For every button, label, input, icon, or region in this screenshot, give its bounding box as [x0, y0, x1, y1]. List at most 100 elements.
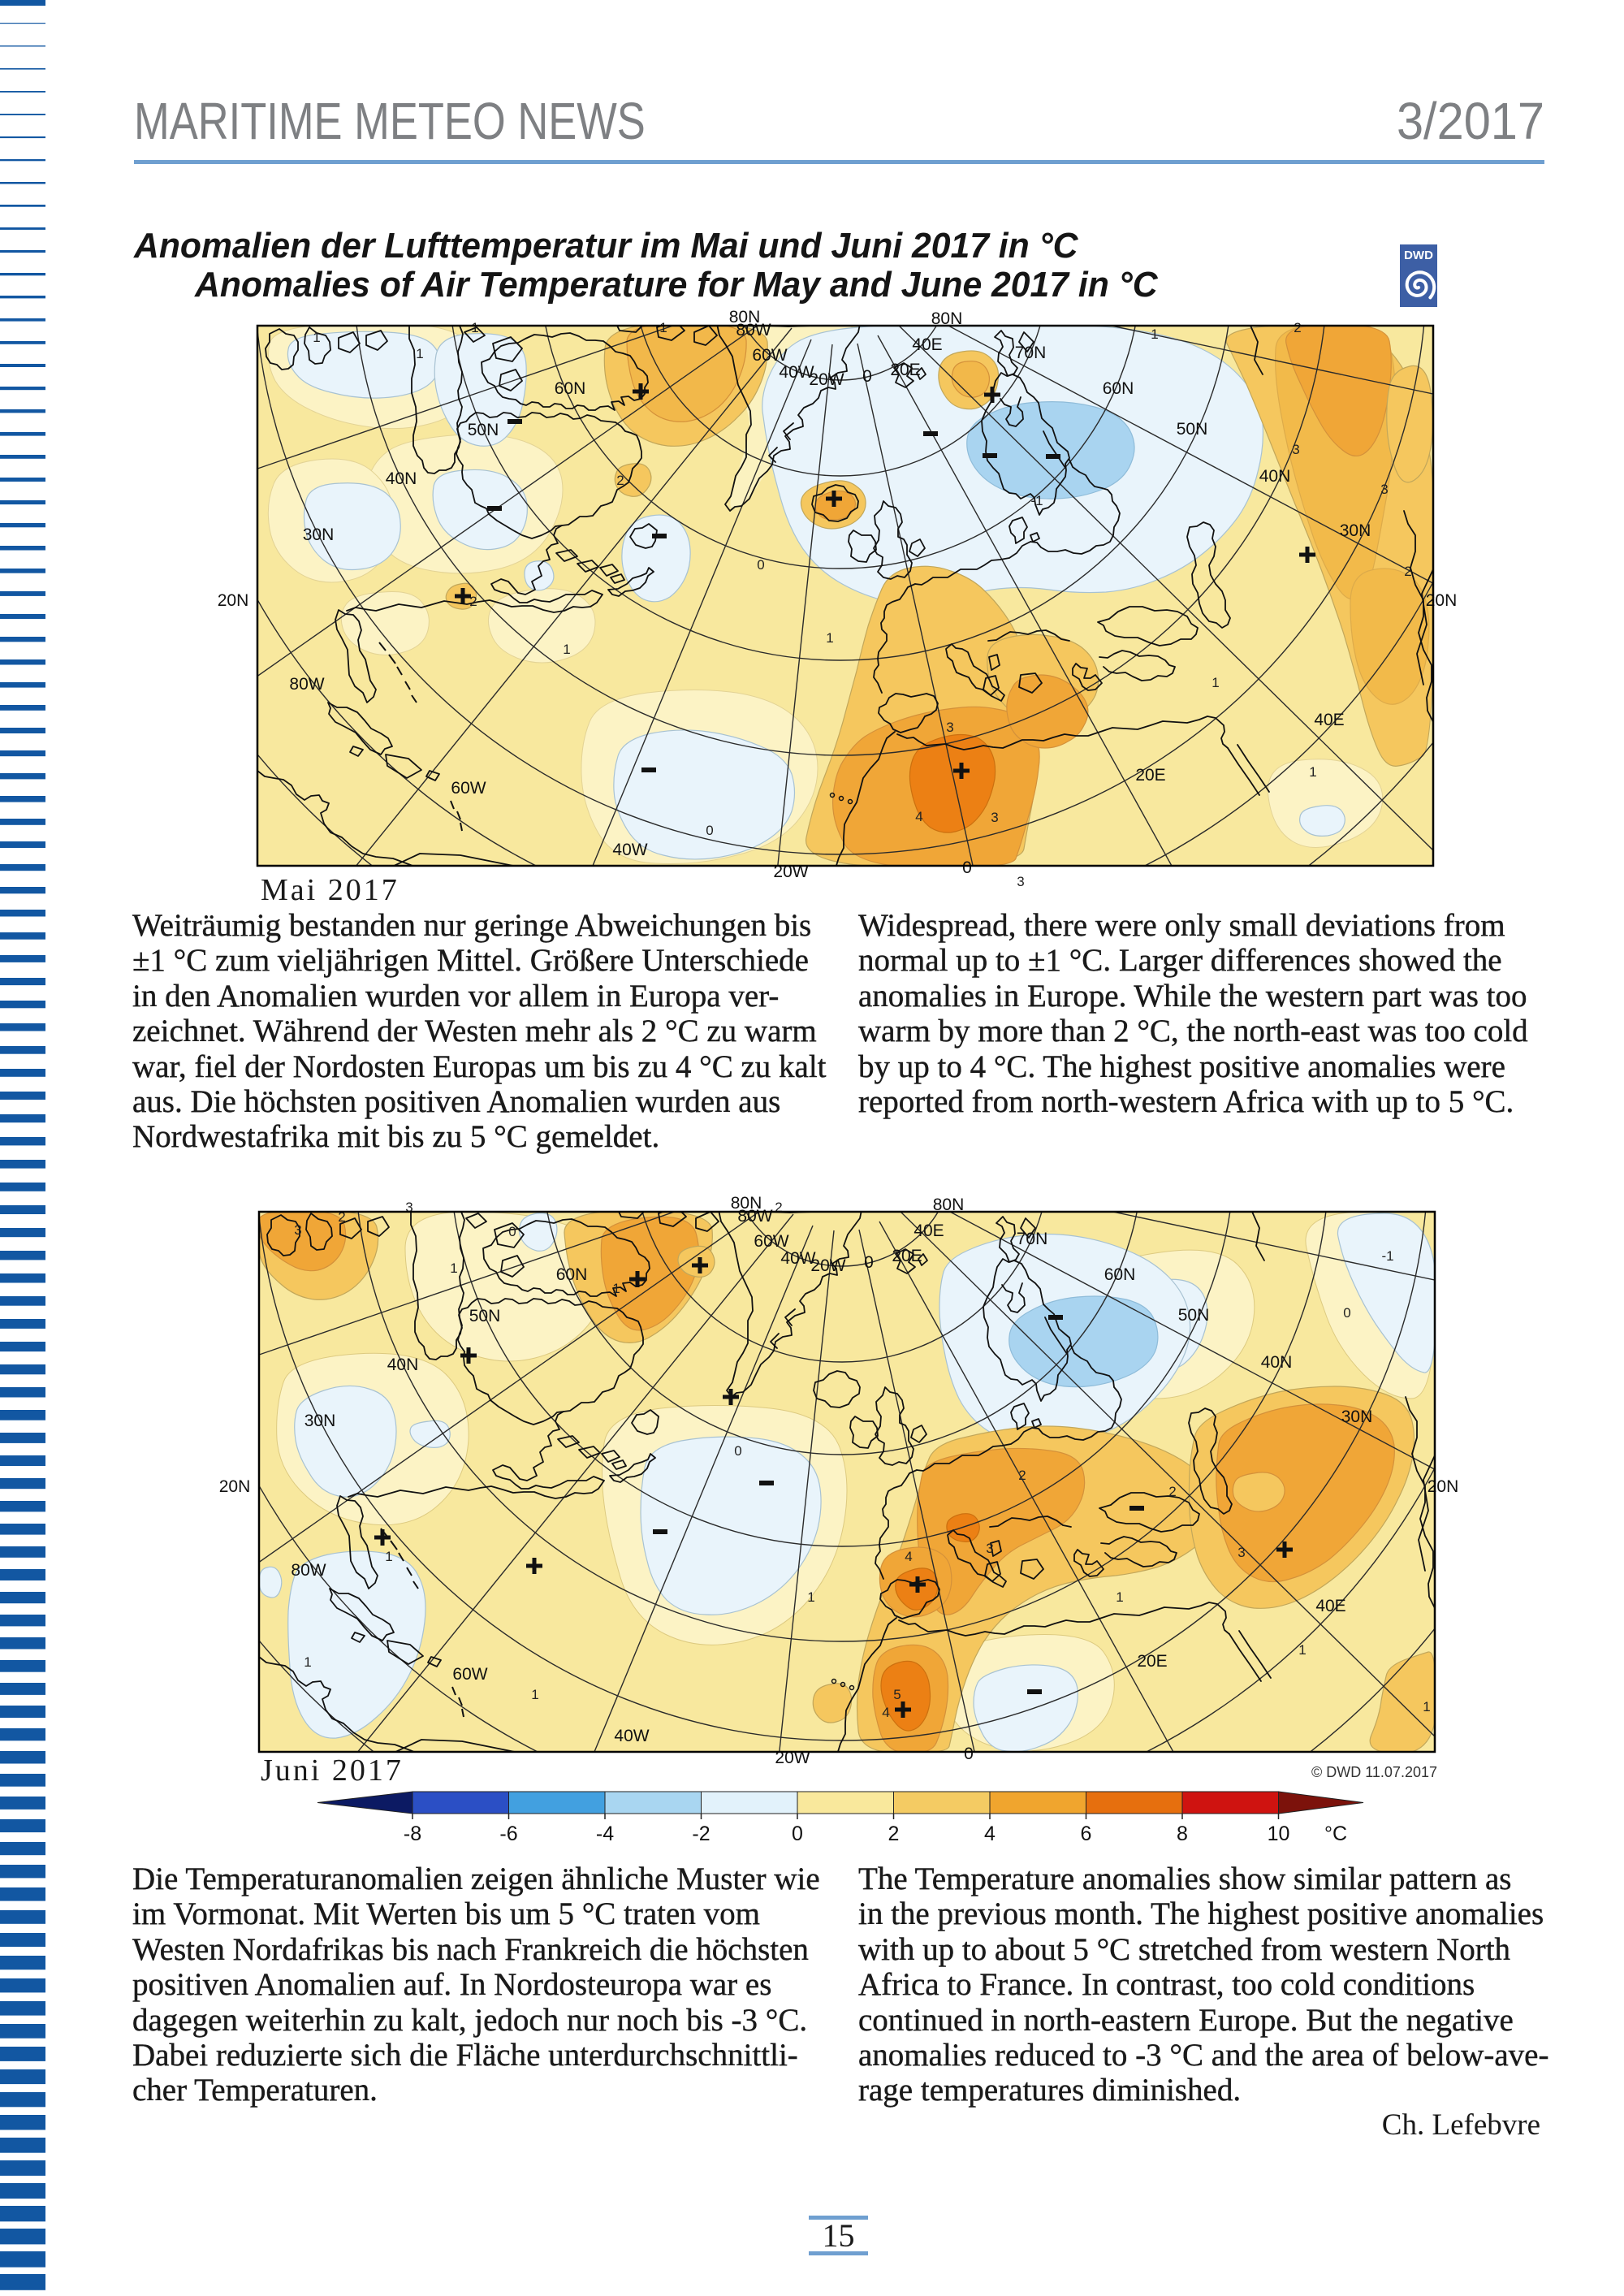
svg-text:3: 3	[991, 810, 998, 825]
svg-text:40N: 40N	[1261, 1353, 1293, 1372]
svg-text:2: 2	[1294, 320, 1301, 335]
svg-text:30N: 30N	[304, 1412, 336, 1430]
svg-text:4: 4	[984, 1823, 996, 1845]
svg-text:1: 1	[385, 1549, 392, 1564]
svg-text:0: 0	[862, 367, 872, 386]
svg-text:60N: 60N	[556, 1265, 588, 1284]
svg-text:4: 4	[882, 1705, 889, 1720]
svg-text:40E: 40E	[1315, 1597, 1345, 1615]
svg-text:3: 3	[1380, 482, 1388, 497]
svg-text:1: 1	[416, 346, 423, 361]
svg-text:-1: -1	[1381, 1248, 1393, 1264]
svg-text:1: 1	[826, 630, 833, 646]
svg-text:3: 3	[1237, 1545, 1245, 1560]
svg-text:0: 0	[864, 1253, 874, 1272]
svg-text:20N: 20N	[1426, 591, 1458, 610]
svg-text:1: 1	[1151, 326, 1158, 342]
svg-text:80W: 80W	[291, 1561, 326, 1580]
svg-text:50N: 50N	[469, 1307, 501, 1325]
svg-text:30N: 30N	[303, 525, 335, 544]
svg-text:30N: 30N	[1340, 521, 1371, 540]
svg-text:-6: -6	[499, 1823, 517, 1845]
svg-text:20W: 20W	[809, 370, 844, 389]
svg-text:1: 1	[659, 320, 667, 335]
svg-text:20N: 20N	[1427, 1477, 1459, 1496]
svg-text:40W: 40W	[614, 1727, 649, 1745]
svg-text:2: 2	[1404, 564, 1411, 579]
svg-text:1: 1	[563, 642, 570, 657]
svg-text:80N: 80N	[933, 1196, 965, 1214]
svg-text:20E: 20E	[892, 1247, 922, 1265]
svg-text:40N: 40N	[386, 469, 417, 488]
svg-text:4: 4	[905, 1549, 912, 1564]
svg-text:2: 2	[338, 1209, 345, 1225]
svg-text:40E: 40E	[914, 1222, 944, 1240]
svg-text:30N: 30N	[1341, 1407, 1373, 1426]
svg-text:20E: 20E	[890, 361, 920, 379]
svg-text:0: 0	[757, 557, 764, 573]
svg-text:2: 2	[1168, 1484, 1176, 1499]
svg-text:-2: -2	[692, 1823, 710, 1845]
svg-text:3: 3	[1292, 442, 1299, 457]
svg-text:5: 5	[893, 1687, 901, 1702]
svg-text:0: 0	[734, 1443, 741, 1459]
svg-text:40W: 40W	[779, 363, 814, 382]
svg-text:0: 0	[508, 1224, 516, 1239]
svg-text:1: 1	[471, 320, 478, 335]
svg-text:8: 8	[1177, 1823, 1188, 1845]
svg-text:-4: -4	[596, 1823, 614, 1845]
svg-text:70N: 70N	[1015, 344, 1047, 362]
svg-text:1: 1	[612, 1281, 620, 1296]
svg-text:2: 2	[775, 1200, 782, 1215]
svg-text:DWD: DWD	[1404, 249, 1433, 262]
svg-text:0: 0	[962, 858, 972, 877]
svg-text:3: 3	[1017, 874, 1024, 889]
svg-text:20W: 20W	[810, 1256, 845, 1275]
svg-text:1: 1	[450, 1260, 457, 1276]
svg-text:20E: 20E	[1137, 1652, 1167, 1671]
svg-text:20E: 20E	[1135, 766, 1165, 785]
svg-text:70N: 70N	[1017, 1230, 1048, 1248]
svg-text:1: 1	[1212, 675, 1219, 690]
svg-text:60W: 60W	[451, 779, 486, 798]
svg-text:10: 10	[1268, 1823, 1290, 1845]
svg-text:1: 1	[807, 1589, 814, 1605]
svg-text:60W: 60W	[452, 1665, 487, 1684]
svg-text:3: 3	[294, 1222, 301, 1238]
svg-text:0: 0	[1343, 1305, 1350, 1321]
svg-text:20W: 20W	[773, 863, 808, 881]
svg-text:1: 1	[1423, 1699, 1430, 1714]
svg-text:1: 1	[313, 330, 320, 345]
svg-text:50N: 50N	[1178, 1306, 1210, 1325]
svg-text:20N: 20N	[218, 591, 249, 610]
svg-text:80W: 80W	[736, 321, 771, 339]
svg-text:60W: 60W	[752, 346, 787, 365]
svg-text:0: 0	[964, 1745, 974, 1763]
svg-text:60N: 60N	[1103, 379, 1134, 398]
svg-text:6: 6	[1081, 1823, 1092, 1845]
svg-text:80N: 80N	[729, 308, 761, 326]
svg-text:0: 0	[792, 1823, 803, 1845]
svg-text:2: 2	[469, 594, 477, 609]
svg-text:1: 1	[531, 1687, 538, 1702]
svg-text:1: 1	[1309, 764, 1316, 780]
svg-text:2: 2	[616, 473, 624, 488]
svg-text:80W: 80W	[737, 1207, 772, 1226]
svg-text:60N: 60N	[555, 379, 586, 398]
svg-text:°C: °C	[1324, 1823, 1347, 1845]
svg-text:20N: 20N	[219, 1477, 251, 1496]
svg-text:3: 3	[986, 1541, 993, 1556]
svg-text:2: 2	[888, 1823, 900, 1845]
svg-text:40W: 40W	[780, 1249, 815, 1268]
svg-text:50N: 50N	[468, 421, 499, 439]
svg-text:0: 0	[706, 823, 713, 838]
svg-text:1: 1	[1116, 1589, 1123, 1605]
svg-text:1: 1	[304, 1654, 311, 1670]
svg-text:50N: 50N	[1177, 420, 1208, 439]
svg-text:4: 4	[915, 809, 922, 824]
svg-text:80N: 80N	[931, 309, 963, 328]
svg-text:20W: 20W	[775, 1749, 810, 1767]
svg-text:40N: 40N	[387, 1356, 419, 1374]
svg-text:40N: 40N	[1259, 467, 1291, 486]
svg-text:1: 1	[1298, 1642, 1306, 1658]
